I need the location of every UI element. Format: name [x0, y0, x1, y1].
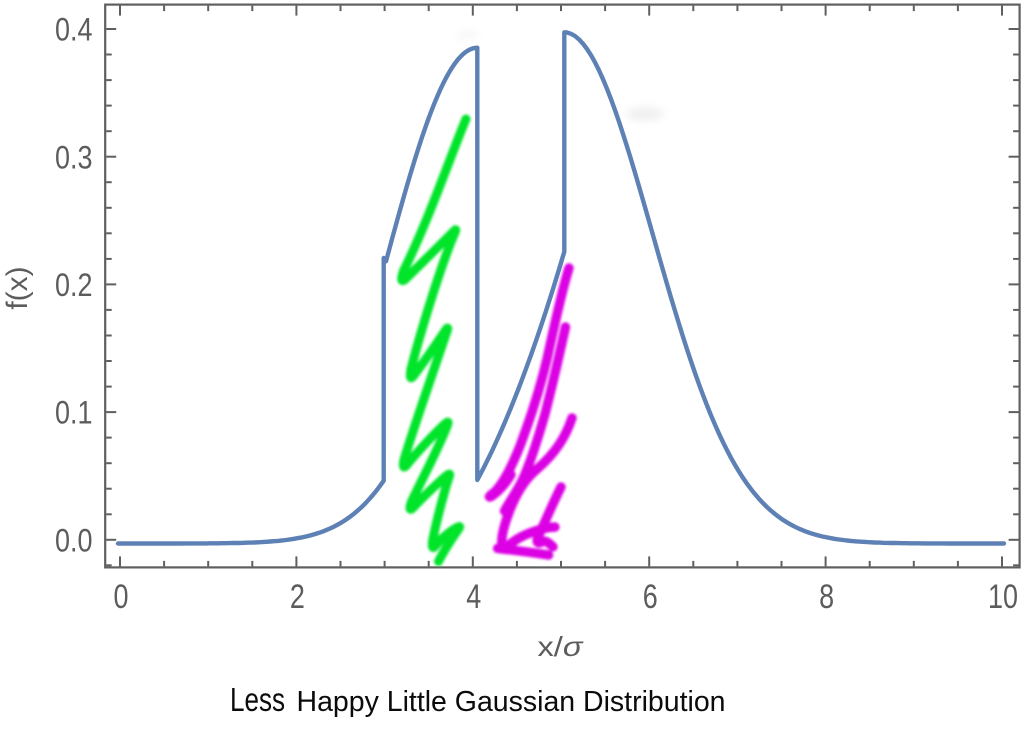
svg-text:2: 2: [290, 578, 305, 616]
svg-text:0.2: 0.2: [55, 267, 93, 303]
svg-text:0: 0: [114, 578, 129, 616]
svg-text:6: 6: [643, 578, 658, 616]
svg-text:f(x): f(x): [1, 266, 34, 309]
svg-text:0.4: 0.4: [55, 12, 93, 48]
svg-text:0.3: 0.3: [55, 139, 93, 175]
svg-text:Less: Less: [230, 682, 285, 719]
svg-text:Happy Little Gaussian Distribu: Happy Little Gaussian Distribution: [297, 686, 726, 718]
svg-text:x/σ: x/σ: [538, 631, 584, 662]
svg-text:4: 4: [466, 578, 481, 616]
svg-text:8: 8: [819, 578, 834, 616]
svg-text:10: 10: [988, 578, 1018, 616]
svg-text:0.1: 0.1: [55, 395, 93, 431]
svg-text:0.0: 0.0: [55, 522, 93, 558]
